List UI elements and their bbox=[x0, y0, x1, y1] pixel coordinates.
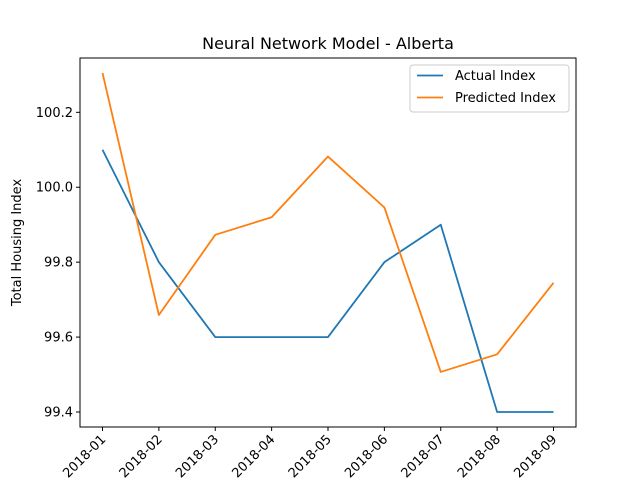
y-tick-label: 99.4 bbox=[44, 406, 73, 421]
y-tick-label: 99.8 bbox=[44, 256, 73, 271]
y-axis-label: Total Housing Index bbox=[10, 179, 25, 308]
plot-area bbox=[101, 72, 555, 413]
legend: Actual Index Predicted Index bbox=[409, 64, 570, 113]
legend-label: Predicted Index bbox=[455, 91, 556, 106]
chart-title: Neural Network Model - Alberta bbox=[202, 34, 454, 53]
series-line-predicted-index bbox=[101, 72, 555, 373]
y-tick-label: 100.0 bbox=[36, 181, 73, 196]
legend-label: Actual Index bbox=[455, 69, 536, 84]
y-axis: 99.4 99.6 99.8 100.0 100.2 bbox=[36, 106, 80, 421]
y-tick-label: 100.2 bbox=[36, 106, 73, 121]
legend-box bbox=[409, 64, 570, 113]
y-tick-label: 99.6 bbox=[44, 331, 73, 346]
